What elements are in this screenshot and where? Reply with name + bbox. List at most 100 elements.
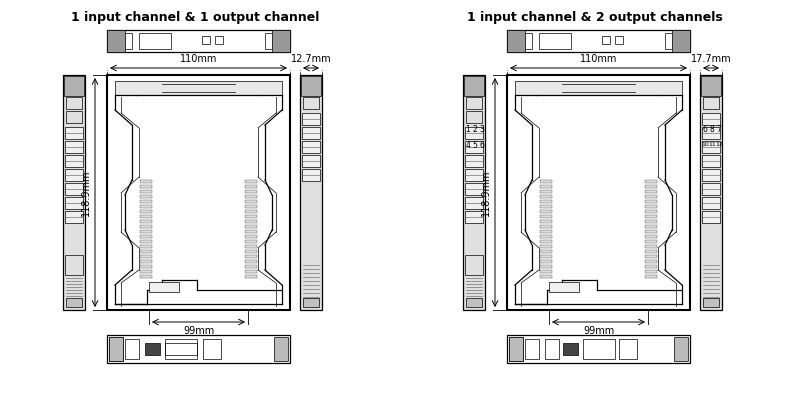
Bar	[645, 180, 657, 183]
Bar	[245, 270, 257, 273]
Bar	[140, 275, 152, 278]
Bar	[109, 337, 123, 361]
Bar	[64, 76, 84, 96]
Bar	[540, 245, 552, 248]
Text: 6: 6	[480, 141, 484, 150]
Text: 6: 6	[702, 125, 707, 135]
Bar	[645, 260, 657, 263]
Bar	[245, 255, 257, 258]
Bar	[545, 339, 559, 359]
Text: 12.7mm: 12.7mm	[291, 54, 331, 64]
Bar	[645, 185, 657, 188]
Bar	[245, 235, 257, 238]
Bar	[525, 339, 539, 359]
Bar	[465, 155, 483, 167]
Bar	[245, 200, 257, 203]
Bar	[672, 30, 690, 52]
Bar	[265, 33, 272, 49]
Bar	[540, 240, 552, 243]
Bar	[540, 275, 552, 278]
Bar	[465, 141, 483, 153]
Text: 3: 3	[480, 125, 484, 135]
Bar	[509, 337, 523, 361]
Bar	[507, 75, 690, 310]
Bar	[703, 97, 719, 109]
Bar	[645, 265, 657, 268]
Bar	[540, 195, 552, 198]
Text: 2: 2	[472, 125, 477, 135]
Bar	[645, 245, 657, 248]
Bar	[203, 339, 221, 359]
Bar	[245, 260, 257, 263]
Bar	[645, 250, 657, 253]
Bar	[149, 282, 179, 292]
Bar	[125, 33, 132, 49]
Bar	[245, 195, 257, 198]
Bar	[125, 339, 139, 359]
Bar	[540, 205, 552, 208]
Bar	[540, 210, 552, 213]
Bar	[302, 127, 320, 139]
Bar	[245, 275, 257, 278]
Bar	[107, 30, 290, 52]
Bar	[140, 185, 152, 188]
Bar	[507, 30, 690, 52]
Bar	[465, 127, 483, 139]
Bar	[465, 255, 483, 275]
Bar	[139, 33, 171, 49]
Bar	[665, 33, 672, 49]
Bar	[645, 195, 657, 198]
Bar	[515, 81, 682, 95]
Bar	[140, 250, 152, 253]
Bar	[583, 339, 615, 359]
Bar	[140, 260, 152, 263]
Bar	[540, 225, 552, 228]
Bar	[540, 250, 552, 253]
Bar	[65, 141, 83, 153]
Bar	[540, 200, 552, 203]
Bar	[463, 75, 485, 310]
Text: 1: 1	[465, 125, 470, 135]
Bar	[700, 75, 722, 310]
Bar	[107, 30, 125, 52]
Bar	[215, 36, 223, 44]
Bar	[140, 220, 152, 223]
Bar	[615, 36, 623, 44]
Bar	[245, 230, 257, 233]
Text: 118.9mm: 118.9mm	[81, 169, 91, 216]
Bar	[65, 127, 83, 139]
Bar	[272, 30, 290, 52]
Bar	[645, 240, 657, 243]
Text: 4: 4	[465, 141, 470, 150]
Bar	[140, 235, 152, 238]
Bar	[465, 211, 483, 223]
Text: 110mm: 110mm	[180, 54, 217, 64]
Bar	[165, 339, 197, 359]
Text: 12: 12	[715, 143, 723, 148]
Text: 118.9mm: 118.9mm	[481, 169, 491, 216]
Bar	[66, 298, 82, 307]
Bar	[525, 33, 532, 49]
Bar	[540, 260, 552, 263]
Bar	[619, 339, 637, 359]
Bar	[245, 225, 257, 228]
Text: 17.7mm: 17.7mm	[690, 54, 732, 64]
Bar	[140, 265, 152, 268]
Bar	[165, 343, 197, 355]
Bar	[115, 81, 282, 95]
Bar	[245, 245, 257, 248]
Bar	[464, 76, 484, 96]
Bar	[140, 270, 152, 273]
Bar	[645, 225, 657, 228]
Bar	[540, 235, 552, 238]
Bar	[245, 240, 257, 243]
Bar	[645, 215, 657, 218]
Bar	[509, 337, 523, 361]
Bar	[245, 220, 257, 223]
Text: 1 input channel & 1 output channel: 1 input channel & 1 output channel	[71, 11, 319, 24]
Bar	[301, 76, 321, 96]
Text: 1 input channel & 2 output channels: 1 input channel & 2 output channels	[467, 11, 723, 24]
Bar	[303, 97, 319, 109]
Bar	[701, 76, 721, 96]
Bar	[202, 36, 210, 44]
